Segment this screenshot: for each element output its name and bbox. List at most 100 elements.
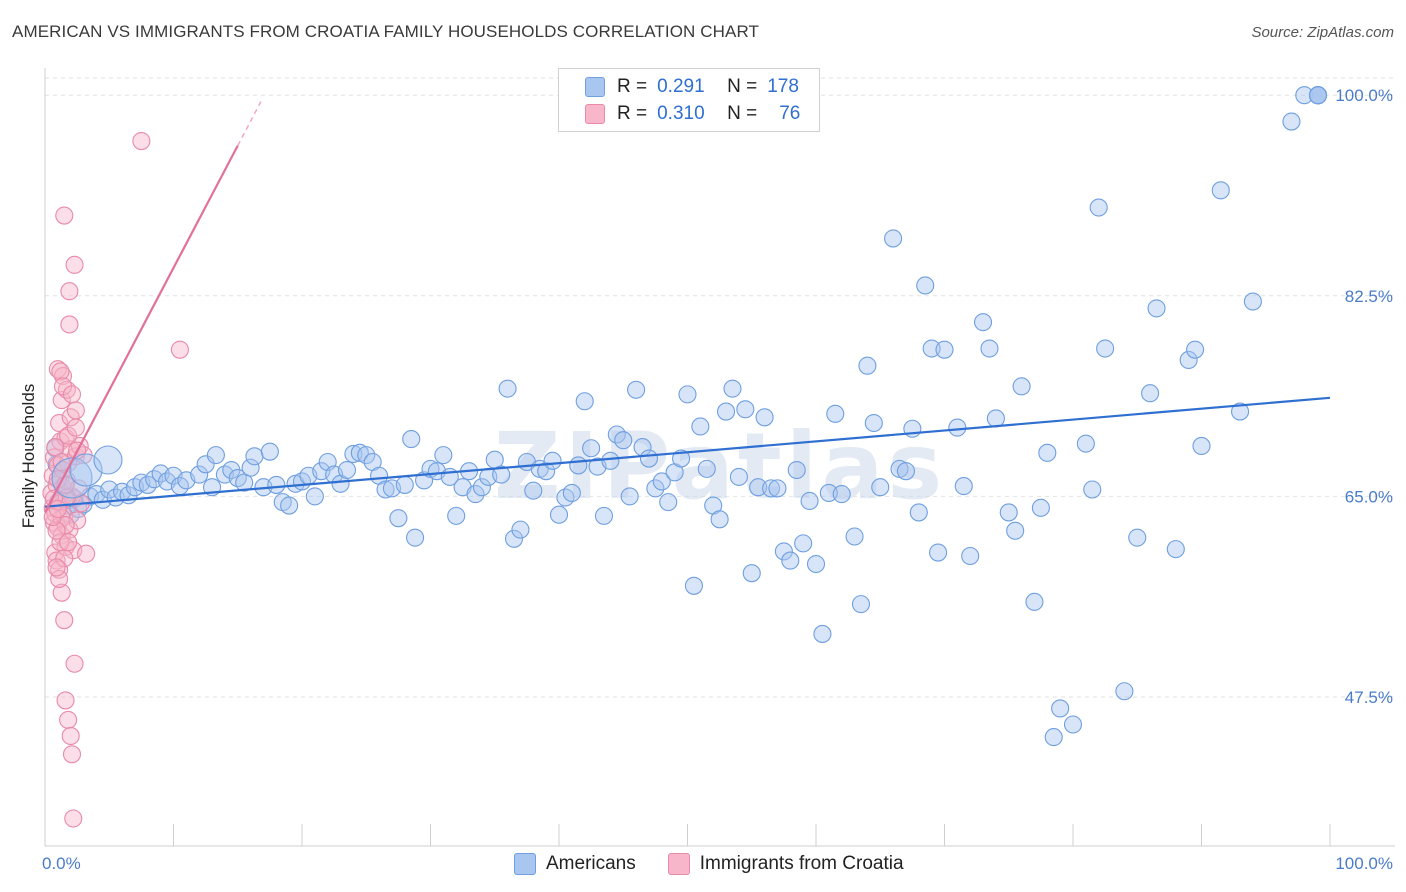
point-americans: [1096, 339, 1115, 358]
point-croatia: [56, 515, 75, 535]
point-americans: [206, 446, 225, 465]
legend-n-label: N =: [727, 103, 758, 124]
point-croatia: [48, 499, 67, 519]
point-americans: [569, 456, 588, 475]
legend-swatch-americans: [585, 77, 605, 97]
point-americans: [761, 479, 781, 498]
point-croatia: [56, 691, 75, 710]
point-americans: [562, 483, 581, 502]
point-americans: [492, 465, 511, 484]
point-croatia: [59, 710, 78, 729]
point-americans: [845, 527, 864, 546]
legend-n-label: N =: [727, 76, 758, 97]
point-americans: [1231, 402, 1250, 421]
point-americans: [858, 356, 877, 375]
tick-labels: 47.5% 65.0% 82.5% 100.0% 0.0% 100.0%: [42, 86, 1393, 873]
point-croatia: [62, 385, 82, 404]
point-americans-cluster: [93, 445, 123, 475]
point-americans: [884, 229, 903, 248]
point-americans: [241, 458, 260, 477]
bottom-legend-label-croatia: Immigrants from Croatia: [699, 853, 904, 874]
point-americans: [819, 483, 838, 502]
point-americans: [305, 487, 324, 506]
point-americans: [601, 451, 620, 470]
point-americans: [871, 478, 890, 497]
point-americans: [826, 404, 845, 423]
point-americans: [575, 392, 594, 411]
trend-line-americans: [44, 396, 1331, 508]
point-americans: [1063, 715, 1083, 734]
point-americans: [376, 480, 395, 499]
legend-r-value-americans: 0.291: [657, 76, 705, 97]
point-americans: [524, 481, 543, 500]
legend-row-americans: R = 0.291 N = 178: [585, 75, 799, 99]
point-americans: [543, 451, 562, 470]
x-tick-label-start: 0.0%: [42, 854, 81, 873]
bottom-legend-swatch-croatia: [667, 853, 690, 875]
point-americans: [1308, 86, 1328, 105]
point-americans: [1051, 699, 1070, 718]
point-americans: [357, 446, 376, 465]
point-croatia: [65, 255, 84, 274]
point-americans: [691, 417, 710, 436]
point-americans: [639, 449, 659, 468]
point-americans: [1089, 198, 1108, 217]
source-label: Source: ZipAtlas.com: [1251, 24, 1394, 41]
point-americans: [1012, 377, 1031, 396]
trend-line-croatia-extension: [237, 101, 262, 146]
point-americans: [196, 455, 215, 474]
point-americans: [260, 442, 279, 461]
bottom-legend-label-americans: Americans: [546, 853, 636, 874]
point-americans: [851, 595, 871, 614]
point-americans: [472, 478, 491, 497]
point-americans: [929, 543, 948, 562]
point-americans: [800, 491, 819, 511]
point-americans: [402, 430, 421, 449]
point-croatia: [52, 452, 71, 472]
legend-n-value-croatia: 76: [779, 103, 801, 124]
point-americans: [1044, 728, 1063, 747]
point-americans: [922, 339, 941, 358]
point-americans: [916, 276, 935, 295]
point-americans: [190, 465, 209, 484]
point-americans: [1115, 682, 1134, 701]
point-croatia: [170, 340, 189, 359]
point-americans: [620, 487, 639, 506]
point-americans: [235, 473, 254, 492]
point-croatia: [47, 558, 66, 577]
point-americans: [245, 447, 264, 466]
point-americans: [697, 459, 716, 478]
point-americans: [627, 380, 646, 399]
point-americans: [1141, 384, 1160, 403]
point-americans: [729, 467, 748, 486]
point-croatia: [60, 315, 79, 334]
point-americans: [832, 485, 851, 504]
point-americans: [652, 472, 671, 491]
point-americans: [787, 460, 806, 480]
point-americans: [742, 564, 761, 583]
point-americans: [813, 624, 832, 643]
point-americans: [646, 479, 665, 498]
point-americans: [1166, 540, 1185, 559]
point-croatia: [132, 131, 151, 151]
point-americans: [434, 446, 453, 465]
point-croatia: [50, 560, 69, 579]
point-americans: [684, 576, 703, 595]
point-americans: [406, 528, 425, 547]
y-axis-label: Family Households: [19, 384, 38, 529]
point-americans: [504, 529, 524, 548]
point-croatia: [47, 521, 66, 540]
point-americans: [672, 449, 691, 468]
point-americans: [736, 400, 755, 419]
point-americans: [1076, 434, 1095, 453]
point-croatia: [55, 206, 74, 225]
point-americans: [794, 534, 813, 553]
point-croatia: [61, 726, 80, 746]
point-croatia: [51, 533, 70, 552]
point-americans: [511, 520, 530, 539]
y-tick-label: 100.0%: [1335, 86, 1393, 105]
point-croatia: [66, 401, 85, 420]
point-americans: [710, 510, 729, 529]
x-tick-label-end: 100.0%: [1335, 854, 1393, 873]
